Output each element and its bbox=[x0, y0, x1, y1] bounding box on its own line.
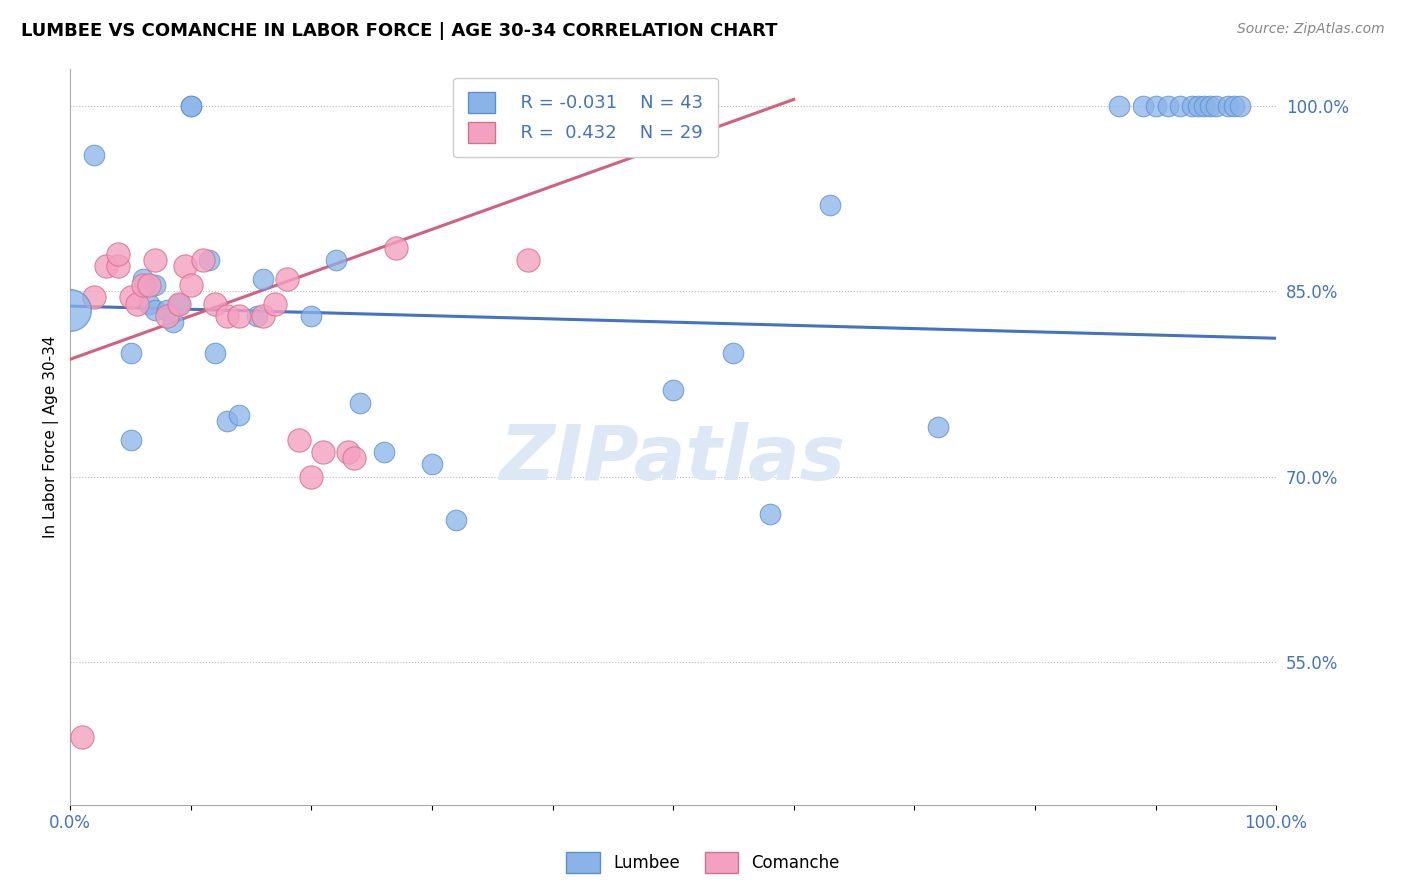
Point bbox=[264, 296, 287, 310]
Point bbox=[156, 302, 179, 317]
Point bbox=[343, 451, 366, 466]
Point bbox=[162, 315, 184, 329]
Point bbox=[638, 98, 661, 112]
Point bbox=[180, 278, 202, 293]
Point bbox=[215, 309, 238, 323]
Point bbox=[1144, 98, 1167, 112]
Point bbox=[215, 414, 238, 428]
Point bbox=[288, 433, 311, 447]
Point bbox=[228, 309, 250, 323]
Point bbox=[72, 730, 94, 744]
Point bbox=[167, 296, 190, 310]
Point bbox=[312, 445, 335, 459]
Point bbox=[927, 420, 949, 434]
Point bbox=[143, 253, 166, 268]
Point bbox=[349, 395, 371, 409]
Point bbox=[252, 272, 274, 286]
Point bbox=[299, 309, 322, 323]
Point bbox=[1187, 98, 1209, 112]
Point bbox=[1168, 98, 1191, 112]
Point bbox=[1216, 98, 1239, 112]
Legend: Lumbee, Comanche: Lumbee, Comanche bbox=[560, 846, 846, 880]
Point bbox=[156, 309, 179, 323]
Point bbox=[107, 247, 129, 261]
Point bbox=[131, 272, 153, 286]
Point bbox=[198, 253, 221, 268]
Point bbox=[204, 296, 226, 310]
Point bbox=[125, 296, 148, 310]
Point bbox=[1192, 98, 1215, 112]
Point bbox=[180, 98, 202, 112]
Point bbox=[723, 346, 745, 360]
Point bbox=[1132, 98, 1154, 112]
Point bbox=[1229, 98, 1251, 112]
Point bbox=[1205, 98, 1227, 112]
Point bbox=[246, 309, 269, 323]
Point bbox=[107, 260, 129, 274]
Point bbox=[143, 278, 166, 293]
Legend:   R = -0.031    N = 43,   R =  0.432    N = 29: R = -0.031 N = 43, R = 0.432 N = 29 bbox=[453, 78, 717, 157]
Point bbox=[336, 445, 359, 459]
Point bbox=[276, 272, 298, 286]
Y-axis label: In Labor Force | Age 30-34: In Labor Force | Age 30-34 bbox=[44, 335, 59, 538]
Point bbox=[138, 296, 160, 310]
Point bbox=[96, 260, 118, 274]
Point bbox=[138, 278, 160, 293]
Point bbox=[758, 507, 780, 521]
Point bbox=[167, 296, 190, 310]
Point bbox=[385, 241, 408, 255]
Point bbox=[1223, 98, 1246, 112]
Point bbox=[59, 302, 82, 317]
Point bbox=[818, 197, 841, 211]
Point bbox=[191, 253, 214, 268]
Point bbox=[1181, 98, 1204, 112]
Text: Source: ZipAtlas.com: Source: ZipAtlas.com bbox=[1237, 22, 1385, 37]
Point bbox=[1198, 98, 1220, 112]
Point bbox=[444, 513, 467, 527]
Point bbox=[173, 260, 195, 274]
Point bbox=[662, 383, 685, 397]
Text: ZIPatlas: ZIPatlas bbox=[501, 422, 846, 496]
Point bbox=[373, 445, 395, 459]
Point bbox=[517, 253, 540, 268]
Point bbox=[252, 309, 274, 323]
Point bbox=[1156, 98, 1178, 112]
Text: LUMBEE VS COMANCHE IN LABOR FORCE | AGE 30-34 CORRELATION CHART: LUMBEE VS COMANCHE IN LABOR FORCE | AGE … bbox=[21, 22, 778, 40]
Point bbox=[228, 408, 250, 422]
Point bbox=[299, 470, 322, 484]
Point bbox=[325, 253, 347, 268]
Point bbox=[420, 458, 443, 472]
Point bbox=[83, 290, 105, 304]
Point bbox=[120, 290, 142, 304]
Point bbox=[83, 148, 105, 162]
Point bbox=[204, 346, 226, 360]
Point bbox=[1108, 98, 1130, 112]
Point bbox=[120, 433, 142, 447]
Point bbox=[131, 278, 153, 293]
Point bbox=[167, 296, 190, 310]
Point bbox=[180, 98, 202, 112]
Point bbox=[143, 302, 166, 317]
Point bbox=[120, 346, 142, 360]
